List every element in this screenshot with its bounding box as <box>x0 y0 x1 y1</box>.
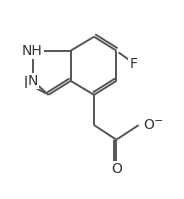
Text: O: O <box>143 118 154 132</box>
Text: N: N <box>28 74 38 88</box>
Text: NH: NH <box>22 44 43 58</box>
Text: O: O <box>111 162 122 176</box>
Text: F: F <box>130 57 138 71</box>
Text: −: − <box>154 116 164 126</box>
Text: i: i <box>24 76 28 91</box>
Text: I: I <box>24 76 28 91</box>
